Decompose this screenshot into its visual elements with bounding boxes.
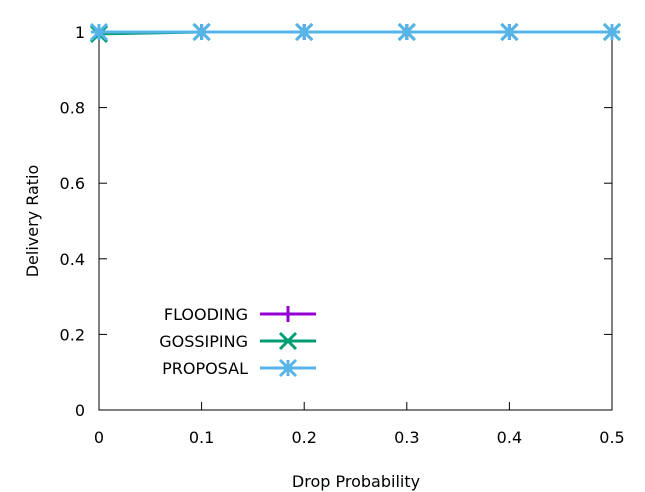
y-tick-label: 0.4 [60, 250, 85, 269]
plot-frame [98, 31, 613, 411]
series-point-proposal [295, 22, 314, 42]
legend-label-gossiping: GOSSIPING [159, 332, 248, 351]
y-axis-title: Delivery Ratio [23, 165, 42, 278]
legend-marker-flooding [280, 306, 296, 322]
x-tick-label: 0 [94, 428, 104, 447]
series-layer [89, 22, 622, 43]
series-point-proposal [602, 22, 622, 42]
series-point-proposal [500, 22, 519, 42]
x-tick-label: 0.1 [189, 428, 214, 447]
x-tick-label: 0.5 [599, 428, 624, 447]
y-tick-label: 0.8 [60, 99, 85, 118]
legend-marker-gossiping [278, 331, 298, 351]
series-point-proposal [397, 22, 416, 42]
legend-label-flooding: FLOODING [164, 305, 248, 324]
y-tick-label: 1 [75, 23, 85, 42]
y-tick-label: 0.6 [60, 174, 85, 193]
y-tick-label: 0.2 [60, 325, 85, 344]
y-tick-label: 0 [75, 401, 85, 420]
x-tick-label: 0.4 [497, 428, 522, 447]
axes: 0 0.1 0.2 0.3 0.4 0.5 0 0.2 0.4 0.6 0.8 1 [60, 23, 625, 447]
legend: FLOODING GOSSIPING PROPOSAL [159, 305, 316, 378]
series-point-proposal [89, 22, 109, 42]
x-tick-label: 0.3 [394, 428, 419, 447]
legend-marker-proposal [278, 358, 298, 378]
x-axis-title: Drop Probability [292, 472, 420, 491]
legend-label-proposal: PROPOSAL [162, 359, 248, 378]
series-point-proposal [192, 22, 211, 42]
x-tick-label: 0.2 [291, 428, 316, 447]
